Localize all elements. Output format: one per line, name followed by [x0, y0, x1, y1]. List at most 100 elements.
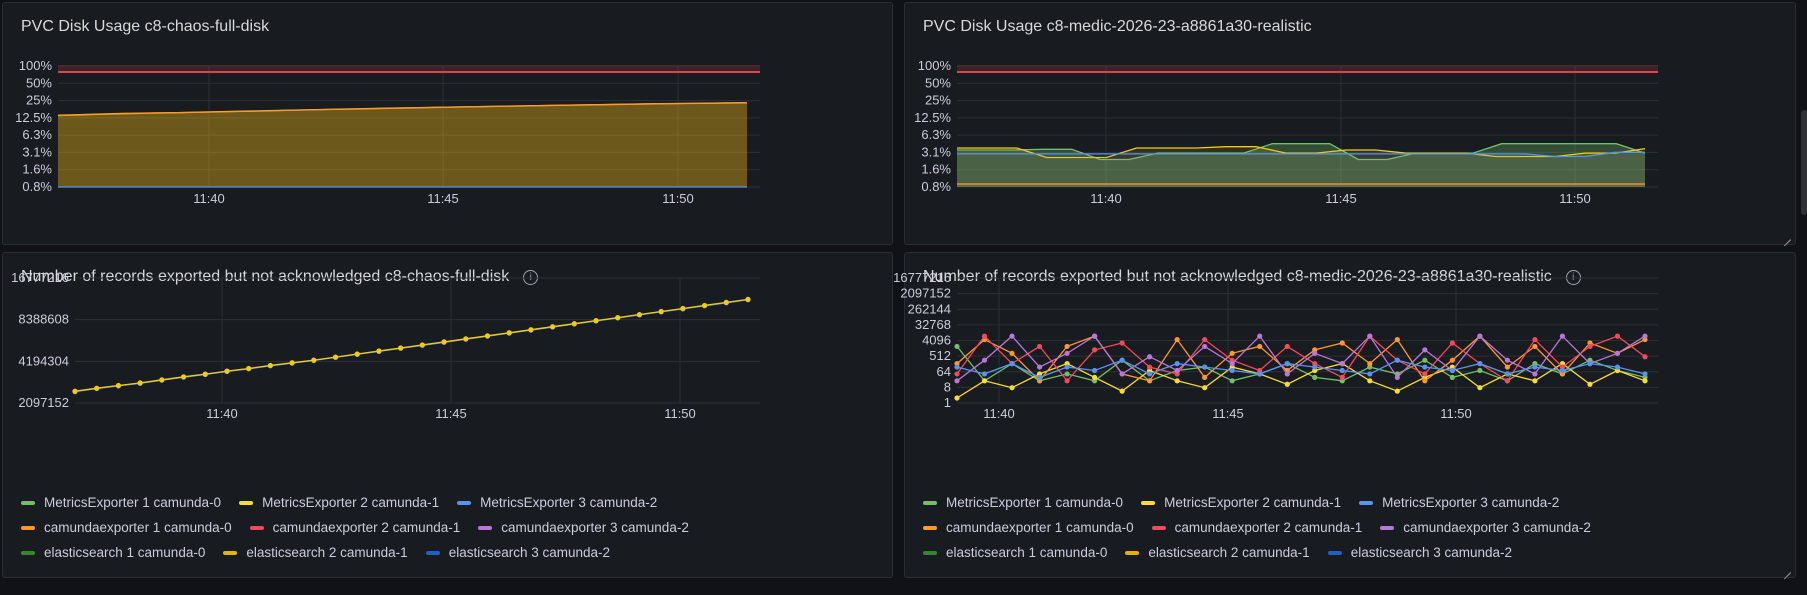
panel-records-chaos[interactable]: Number of records exported but not ackno… [2, 252, 893, 578]
legend-label: camundaexporter 1 camunda-0 [44, 520, 232, 535]
data-point [701, 302, 708, 309]
legend-item[interactable]: camundaexporter 2 camunda-1 [1151, 520, 1362, 535]
threshold-band [957, 65, 1658, 72]
data-point [1422, 364, 1428, 370]
legend-item[interactable]: elasticsearch 3 camunda-2 [425, 545, 611, 560]
y-tick-label: 12.5% [15, 110, 52, 125]
y-tick-label: 1.6% [921, 162, 951, 177]
legend-label: MetricsExporter 1 camunda-0 [44, 495, 222, 510]
data-point [1257, 371, 1263, 377]
data-point [1036, 364, 1043, 370]
data-point [224, 368, 230, 374]
data-point [1119, 388, 1125, 394]
data-point [593, 318, 599, 324]
y-tick-label: 262144 [908, 301, 951, 316]
data-point [1532, 371, 1538, 377]
data-point [1119, 340, 1125, 346]
legend-swatch [21, 551, 35, 556]
data-point [1422, 347, 1428, 353]
legend-label: elasticsearch 3 camunda-2 [448, 545, 611, 560]
panel-pvc-chaos[interactable]: PVC Disk Usage c8-chaos-full-disk 100% 50… [2, 2, 893, 245]
legend-item[interactable]: elasticsearch 3 camunda-2 [1327, 545, 1512, 560]
legend-item[interactable]: elasticsearch 1 camunda-0 [21, 545, 205, 560]
data-point [528, 327, 534, 333]
legend-item[interactable]: camundaexporter 3 camunda-2 [1380, 520, 1591, 535]
legend-swatch [223, 551, 238, 556]
data-point [1009, 385, 1015, 391]
panel-pvc-medic[interactable]: PVC Disk Usage c8-medic-2026-23-a8861a30… [904, 2, 1796, 245]
data-point [1532, 378, 1538, 384]
data-point [1064, 378, 1070, 384]
data-point [1504, 357, 1510, 363]
data-point [398, 345, 404, 351]
resize-handle[interactable] [1781, 563, 1791, 573]
legend-item[interactable]: camundaexporter 1 camunda-0 [21, 520, 232, 535]
data-point [680, 305, 686, 312]
legend-item[interactable]: MetricsExporter 2 camunda-1 [1141, 495, 1341, 510]
chart-pvc-chaos: 100% 50% 25% 12.5% 6.3% 3.1% 1.6% 0.8% 11:40 11:4… [15, 58, 760, 206]
data-point [180, 374, 187, 380]
data-point [1587, 343, 1593, 350]
data-point [723, 299, 729, 305]
legend-label: camundaexporter 3 camunda-2 [1403, 520, 1591, 535]
data-point [1119, 371, 1125, 377]
panel-title[interactable]: PVC Disk Usage c8-chaos-full-disk [21, 18, 270, 35]
legend-row: elasticsearch 1 camunda-0 elasticsearch 2… [21, 545, 707, 570]
legend-item[interactable]: MetricsExporter 1 camunda-0 [923, 495, 1123, 510]
series-line [956, 359, 1646, 379]
data-point [1202, 385, 1208, 391]
legend-swatch [457, 501, 472, 506]
x-tick-label: 11:50 [662, 191, 694, 206]
series-area [957, 184, 1645, 187]
panel-title[interactable]: PVC Disk Usage c8-medic-2026-23-a8861a30… [923, 18, 1312, 35]
y-tick-label: 16777216 [11, 270, 69, 285]
legend-item[interactable]: elasticsearch 2 camunda-1 [223, 545, 408, 560]
series-area [58, 102, 747, 187]
legend-swatch [239, 501, 254, 506]
legend-swatch [923, 551, 937, 556]
x-tick-label: 11:40 [193, 191, 225, 206]
x-tick-label: 11:40 [1090, 191, 1122, 206]
data-point [1587, 361, 1593, 367]
legend-item[interactable]: MetricsExporter 3 camunda-2 [457, 495, 657, 510]
legend-row: MetricsExporter 1 camunda-0 MetricsExport… [21, 495, 707, 520]
data-point [1367, 371, 1373, 377]
series-area [58, 102, 747, 187]
legend-label: MetricsExporter 2 camunda-1 [262, 495, 440, 510]
legend-item[interactable]: MetricsExporter 1 camunda-0 [21, 495, 221, 510]
data-point [1257, 343, 1263, 350]
data-point [1587, 381, 1593, 387]
legend-item[interactable]: elasticsearch 2 camunda-1 [1125, 545, 1310, 560]
legend-item[interactable]: camundaexporter 1 camunda-0 [923, 520, 1134, 535]
legend-item[interactable]: camundaexporter 3 camunda-2 [478, 520, 689, 535]
y-tick-label: 100% [918, 58, 952, 73]
legend-item[interactable]: MetricsExporter 3 camunda-2 [1359, 495, 1559, 510]
legend-item[interactable]: MetricsExporter 2 camunda-1 [239, 495, 439, 510]
x-tick-label: 11:50 [1440, 406, 1472, 421]
legend-swatch [1125, 551, 1140, 556]
data-point [1642, 333, 1648, 339]
data-point [1422, 378, 1428, 384]
resize-handle[interactable] [1781, 230, 1791, 240]
data-point [267, 362, 273, 369]
data-point [1504, 378, 1510, 384]
data-point [1367, 361, 1373, 367]
data-point [1614, 364, 1621, 370]
data-point [137, 380, 143, 386]
series-line [956, 335, 1646, 382]
legend-label: elasticsearch 1 camunda-0 [44, 545, 206, 560]
legend-item[interactable]: camundaexporter 2 camunda-1 [249, 520, 460, 535]
legend-swatch [923, 526, 937, 531]
legend-item[interactable]: elasticsearch 1 camunda-0 [923, 545, 1107, 560]
series-line [957, 146, 1646, 159]
data-point [1202, 374, 1208, 380]
y-tick-label: 32768 [915, 317, 951, 332]
page-scrollbar[interactable] [1801, 110, 1807, 215]
y-tick-label: 25% [925, 93, 951, 108]
series-area [957, 146, 1645, 187]
chart-records-chaos: 16777216 8388608 4194304 2097152 11:40 11:45 1… [11, 270, 760, 421]
panel-records-medic[interactable]: Number of records exported but not ackno… [893, 252, 1796, 578]
data-point [1449, 340, 1455, 346]
legend-label: elasticsearch 2 camunda-1 [246, 545, 408, 560]
